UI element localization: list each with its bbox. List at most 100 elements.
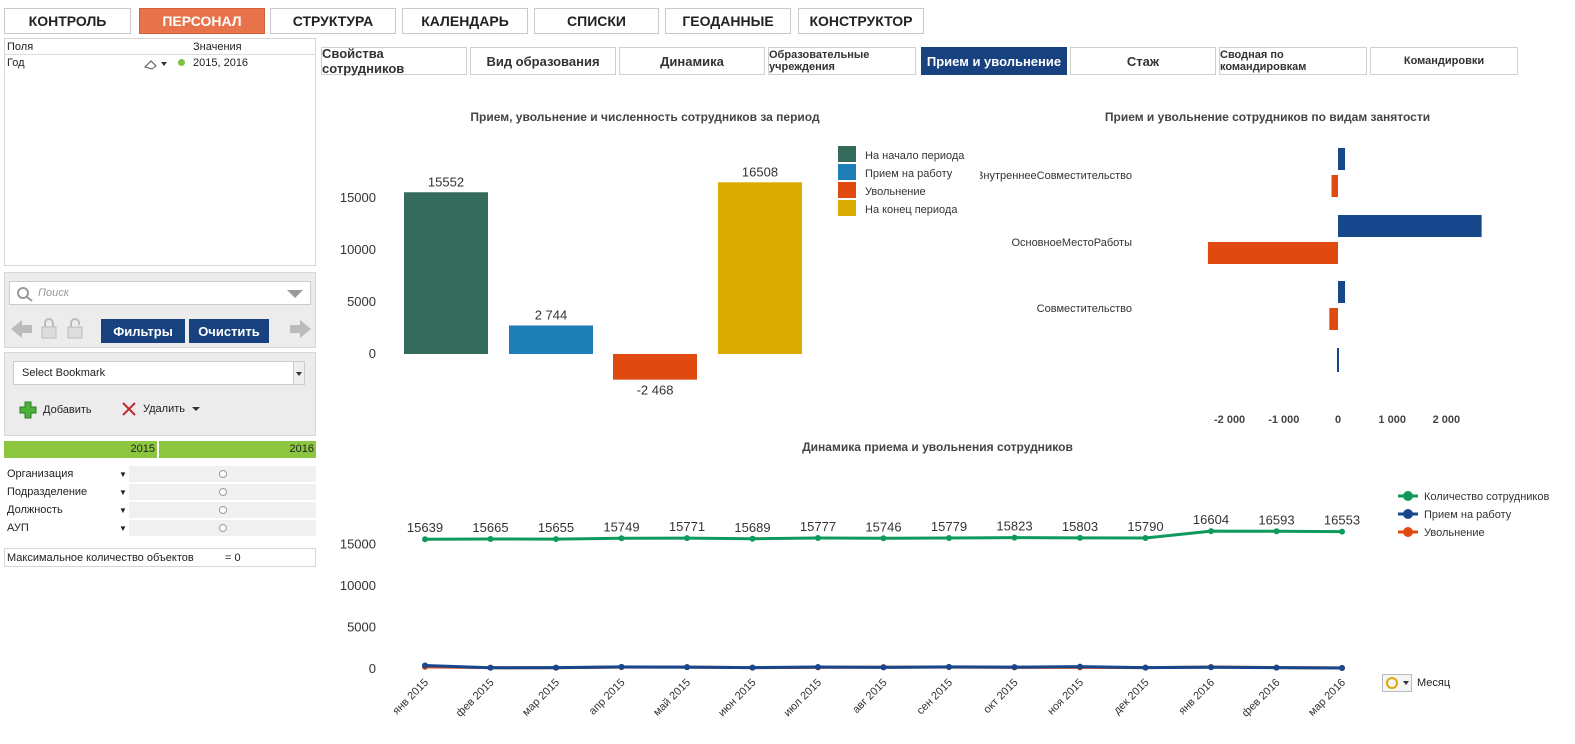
unlock-icon[interactable] <box>65 317 85 339</box>
listbox-label: Подразделение <box>7 486 88 498</box>
listbox-row[interactable]: Должность ▼ <box>4 501 316 520</box>
dynamics-line-chart: 15000 10000 5000 0 янв 2015 фев 2015 мар 2015 а… <box>340 491 1549 719</box>
add-label: Добавить <box>43 404 92 416</box>
data-point <box>1011 664 1018 671</box>
dropdown-arrow-icon: ▼ <box>119 469 127 479</box>
nav-6-button[interactable]: ГЕОДАННЫЕ <box>665 8 791 34</box>
nav-7-button[interactable]: КОНСТРУКТОР <box>798 8 924 34</box>
nav-1-button[interactable]: КОНТРОЛЬ <box>4 8 131 34</box>
dimension-cycle-icon[interactable] <box>1382 674 1412 692</box>
data-point <box>749 535 756 542</box>
hire-bar <box>1338 281 1346 303</box>
data-label: 15771 <box>669 519 705 534</box>
tab-4[interactable]: Образовательные учреждения <box>768 47 916 75</box>
x-tick-label: сен 2015 <box>915 677 955 717</box>
data-point <box>815 535 821 542</box>
data-point <box>749 664 756 671</box>
nav-3-button[interactable]: СТРУКТУРА <box>270 8 396 34</box>
x-tick-label: апр 2015 <box>587 677 628 718</box>
data-label: 16553 <box>1324 513 1360 528</box>
listbox-value-area[interactable] <box>129 466 316 482</box>
data-label: 15777 <box>800 519 836 534</box>
listbox-label: Должность <box>7 504 63 516</box>
delete-label: Удалить <box>143 403 185 415</box>
listbox-value-area[interactable] <box>129 502 316 518</box>
data-point <box>487 535 494 542</box>
nav-5-button[interactable]: СПИСКИ <box>534 8 659 34</box>
delete-bookmark-button[interactable]: Удалить <box>121 401 203 417</box>
lock-icon[interactable] <box>39 317 59 339</box>
data-point <box>880 535 887 542</box>
category-label: Совместительство <box>1037 303 1132 315</box>
data-label: 15790 <box>1127 519 1163 534</box>
tab-5[interactable]: Прием и увольнение <box>921 47 1067 75</box>
listbox-value-area[interactable] <box>129 520 316 536</box>
nav-2-button[interactable]: ПЕРСОНАЛ <box>139 8 265 34</box>
nav-4-button[interactable]: КАЛЕНДАРЬ <box>402 8 528 34</box>
tab-1[interactable]: Свойства сотрудников <box>321 46 467 76</box>
data-label: 15746 <box>865 519 901 534</box>
listbox-row[interactable]: АУП ▼ <box>4 519 316 538</box>
x-tick-label: 0 <box>1335 414 1341 426</box>
legend-swatch <box>838 200 856 216</box>
radio-icon <box>219 506 227 514</box>
legend-marker <box>1403 509 1413 519</box>
data-point <box>1339 528 1345 535</box>
listbox-row[interactable]: Организация ▼ <box>4 465 316 484</box>
data-point <box>815 664 821 671</box>
x-tick-label: авг 2015 <box>850 677 889 716</box>
add-bookmark-button[interactable]: Добавить <box>19 401 92 419</box>
legend-label: Увольнение <box>865 186 926 198</box>
year-2016[interactable]: 2016 <box>289 443 314 455</box>
radio-icon <box>219 470 227 478</box>
tab-2[interactable]: Вид образования <box>470 47 616 75</box>
filters-button[interactable]: Фильтры <box>101 319 185 343</box>
legend-swatch <box>838 164 856 180</box>
selection-status-dot <box>178 59 185 66</box>
x-tick-label: июн 2015 <box>716 677 758 719</box>
plus-icon <box>19 401 37 419</box>
chart1-title: Прием, увольнение и численность сотрудни… <box>470 110 820 124</box>
max-objects-value: = 0 <box>225 552 241 564</box>
y-tick-label: 10000 <box>340 578 376 593</box>
x-tick-label: окт 2015 <box>981 677 1020 716</box>
forward-arrow-icon[interactable] <box>289 319 311 339</box>
tab-7[interactable]: Сводная по командировкам <box>1219 47 1367 75</box>
listbox-row[interactable]: Подразделение ▼ <box>4 483 316 502</box>
data-point <box>684 664 690 671</box>
year-listbox: 2015 2016 <box>4 441 316 458</box>
bookmark-select-value: Select Bookmark <box>22 367 106 379</box>
data-point <box>684 535 690 542</box>
tab-8[interactable]: Командировки <box>1370 47 1518 75</box>
category-label: ОсновноеМестоРаботы <box>1011 237 1132 249</box>
data-point <box>1011 534 1018 541</box>
data-label: 15552 <box>428 174 464 189</box>
eraser-icon[interactable] <box>143 57 173 70</box>
x-tick-label: 1 000 <box>1378 414 1406 426</box>
y-tick-label: 0 <box>369 661 376 676</box>
back-arrow-icon[interactable] <box>11 319 33 339</box>
search-panel: Поиск Фильтры Очистить <box>4 272 316 348</box>
fire-bar <box>1331 175 1338 197</box>
employment-type-chart: ВнутреннееСовместительство ОсновноеМестоР… <box>980 148 1482 426</box>
listbox-value-area[interactable] <box>129 484 316 500</box>
x-tick-label: ноя 2015 <box>1045 677 1086 718</box>
legend-swatch <box>838 182 856 198</box>
chevron-down-icon <box>287 290 303 298</box>
chevron-down-icon <box>192 407 200 411</box>
bookmark-select[interactable]: Select Bookmark <box>13 361 305 385</box>
tab-3[interactable]: Динамика <box>619 47 765 75</box>
year-2015[interactable]: 2015 <box>4 441 159 458</box>
data-label: 16593 <box>1258 512 1294 527</box>
data-point <box>1142 534 1149 541</box>
search-input[interactable]: Поиск <box>9 281 311 305</box>
category-label: ВнутреннееСовместительство <box>980 170 1132 182</box>
data-point <box>618 535 625 542</box>
dropdown-arrow-icon: ▼ <box>119 487 127 497</box>
clear-button[interactable]: Очистить <box>189 319 269 343</box>
tab-6[interactable]: Стаж <box>1070 47 1216 75</box>
legend-label: Прием на работу <box>1424 509 1512 521</box>
data-point <box>1273 528 1280 535</box>
listbox-label: Организация <box>7 468 74 480</box>
data-label: 16508 <box>742 164 778 179</box>
